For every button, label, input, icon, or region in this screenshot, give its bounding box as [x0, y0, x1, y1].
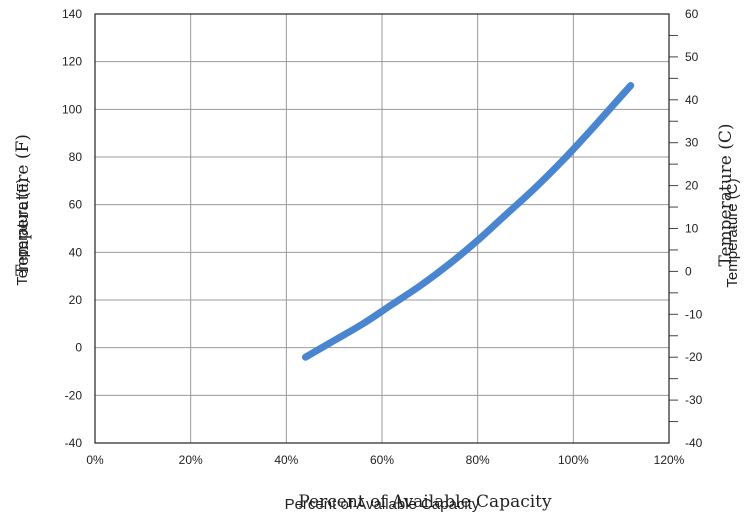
y-left-tick-label: 0 [75, 341, 82, 355]
grid [95, 14, 669, 443]
y-left-tick-label: 40 [69, 245, 83, 259]
x-tick-label: 100% [558, 453, 589, 467]
y-left-tick-label: 120 [62, 55, 82, 69]
y-right-tick-label: 40 [685, 93, 699, 107]
x-tick-label: 40% [274, 453, 298, 467]
y-right-tick-label: 10 [685, 222, 699, 236]
y-right-tick-label: -20 [685, 350, 703, 364]
y-right-tick-label: 0 [685, 264, 692, 278]
y-right-tick-label: 60 [685, 7, 699, 21]
x-axis-label: Percent of Available Capacity [298, 492, 552, 512]
y-right-tick-labels: 60 50 40 30 20 10 0 -10 -20 -30 -40 [685, 7, 703, 450]
x-axis-label-overlay: Percent of Available Capacity [285, 496, 480, 513]
y-left-tick-label: -20 [65, 388, 83, 402]
y-left-axis-label-overlay: Temperature (F) [14, 178, 31, 286]
series-group [301, 82, 635, 361]
y-right-tick-label: -10 [685, 307, 703, 321]
y-left-axis-label: Temperature (F) [13, 134, 33, 276]
x-tick-label: 120% [654, 453, 685, 467]
y-left-tick-label: 20 [69, 293, 83, 307]
x-tick-label: 0% [86, 453, 104, 467]
y-right-tick-label: -30 [685, 393, 703, 407]
y-right-tick-label: 30 [685, 136, 699, 150]
x-tick-label: 80% [466, 453, 490, 467]
y-left-tick-label: 100 [62, 102, 82, 116]
y-right-axis-label: Temperature (C) [716, 123, 736, 266]
y-right-tick-label: -40 [685, 436, 703, 450]
y-left-tick-label: -40 [65, 436, 83, 450]
temperature-curve [301, 82, 635, 361]
x-tick-label: 60% [370, 453, 394, 467]
y-left-tick-label: 60 [69, 198, 83, 212]
y-right-tick-label: 50 [685, 50, 699, 64]
y-left-tick-label: 80 [69, 150, 83, 164]
x-tick-labels: 0% 20% 40% 60% 80% 100% 120% [86, 453, 684, 467]
right-minor-ticks [669, 34, 678, 423]
y-left-tick-labels: 140 120 100 80 60 40 20 0 -20 -40 [62, 7, 82, 450]
y-right-axis-label-overlay: Temperature (C) [724, 178, 741, 287]
y-right-tick-label: 20 [685, 179, 699, 193]
plot-frame [94, 13, 670, 444]
y-left-tick-label: 140 [62, 7, 82, 21]
x-tick-label: 20% [179, 453, 203, 467]
